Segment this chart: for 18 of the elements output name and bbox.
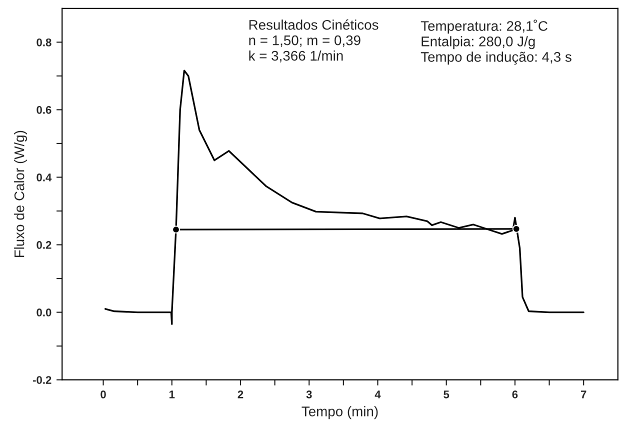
y-tick-label: 0.8 [36, 38, 52, 46]
y-tick-label: -0.2 [32, 376, 52, 384]
annotation: Resultados Cinéticos n = 1,50; m = 0,39 k = 3,366 1/min [249, 19, 378, 62]
x-tick-label: 6 [512, 390, 518, 398]
y-tick-label: 0.6 [36, 106, 52, 114]
x-tick-label: 2 [238, 390, 244, 398]
x-tick-label: 0 [100, 390, 106, 398]
x-tick-label: 3 [306, 390, 312, 398]
annotation: Temperatura: 28,1˚C Entalpia: 280,0 J/g Tempo de indução: 4,3 s [420, 20, 572, 65]
y-tick-label: 0.2 [36, 241, 52, 249]
x-tick-label: 7 [580, 390, 586, 398]
x-tick-label: 1 [169, 390, 175, 398]
y-tick-label: 0.4 [36, 174, 52, 182]
x-axis-title: Tempo (min) [302, 406, 378, 420]
x-tick-label: 4 [374, 390, 381, 398]
x-tick-label: 5 [444, 390, 450, 398]
y-tick-label: 0.0 [36, 308, 52, 316]
y-axis-title: Fluxo de Calor (W/g) [14, 130, 27, 258]
